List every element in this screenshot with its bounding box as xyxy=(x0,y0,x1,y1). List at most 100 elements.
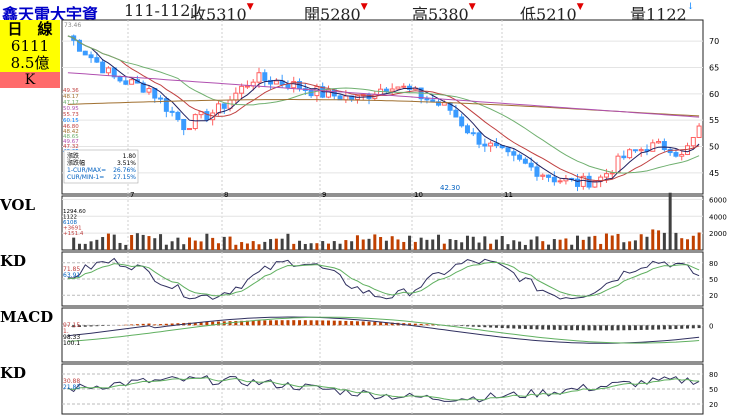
close-value: 5310 xyxy=(206,5,247,24)
volume-bar xyxy=(390,236,394,250)
volume-bar xyxy=(286,233,290,250)
candle-body xyxy=(488,142,494,147)
volume-bar xyxy=(373,234,377,250)
candle-body xyxy=(627,149,633,159)
ma-value-label-2: 48.65 xyxy=(63,134,79,140)
macd-bar xyxy=(431,324,435,326)
volume-bar xyxy=(541,241,545,250)
ma-value-label: 47.17 xyxy=(63,100,79,106)
up-arrow-icon: ▼ xyxy=(246,2,254,12)
ma-value-label: 49.36 xyxy=(63,88,79,94)
volume-bar xyxy=(599,243,603,250)
volume-bar xyxy=(182,244,186,250)
volume-bar xyxy=(205,233,209,250)
macd-value-text: 97.15 xyxy=(63,322,80,329)
macd-bar xyxy=(633,325,637,331)
macd-bar xyxy=(558,325,562,330)
candle-body xyxy=(407,85,413,90)
volume-group: 量1122 ↓ xyxy=(630,1,694,25)
volume-bar xyxy=(367,238,371,250)
macd-bar xyxy=(425,324,429,326)
volume-bar xyxy=(350,241,354,250)
macd-bar xyxy=(628,325,632,331)
macd-bar xyxy=(575,325,579,331)
volume-bar xyxy=(494,239,498,250)
volume-bar xyxy=(477,242,481,250)
k-label: K xyxy=(0,72,60,88)
macd-bar xyxy=(477,325,481,327)
kd2-panel-label: KD xyxy=(0,364,27,382)
macd-bar xyxy=(153,324,157,326)
volume-bar xyxy=(460,242,464,250)
volume-bar xyxy=(124,244,128,250)
low-price-annotation: 42.30 xyxy=(440,184,460,192)
ma-line-120 xyxy=(67,72,700,118)
volume-bar xyxy=(164,244,168,250)
macd-bar xyxy=(274,320,278,326)
candle-body xyxy=(233,92,239,101)
info-box xyxy=(63,149,139,184)
macd-bar xyxy=(529,325,533,330)
month-tick-label: 11 xyxy=(504,191,513,199)
volume-bar xyxy=(309,243,313,250)
vol-y-tick-label: 4000 xyxy=(709,213,727,221)
up-arrow-icon: ▼ xyxy=(360,2,368,12)
volume-bar xyxy=(425,239,429,250)
macd-bar xyxy=(280,320,284,326)
volume-bar xyxy=(83,243,87,250)
close-label: 收 xyxy=(190,5,207,24)
volume-bar xyxy=(280,238,284,250)
volume-bar xyxy=(101,237,105,250)
macd-bar xyxy=(384,322,388,326)
price-y-tick-label: 45 xyxy=(709,169,719,178)
macd-bar xyxy=(506,325,510,329)
macd-bar xyxy=(95,325,99,327)
macd-bar xyxy=(147,323,151,326)
candle-body xyxy=(256,72,262,83)
volume-bar xyxy=(141,234,145,250)
volume-bar xyxy=(616,233,620,250)
volume-bar xyxy=(355,235,359,250)
info-box-value: 27.15% xyxy=(113,174,136,181)
macd-bar xyxy=(135,324,139,326)
candle-body xyxy=(204,111,210,121)
candle-body xyxy=(163,98,169,112)
header-bar: 鑫天雷大宇資 111-1121 收5310 ▼ 開5280 ▼ 高5380 ▼ 低52… xyxy=(0,0,740,24)
macd-value-text: 98.33 xyxy=(63,334,80,341)
volume-bar xyxy=(697,232,701,250)
volume-bar xyxy=(674,232,678,250)
volume-bar xyxy=(77,243,81,250)
volume-bar xyxy=(575,235,579,250)
up-arrow-icon: ▼ xyxy=(468,2,476,12)
volume-bar xyxy=(321,241,325,250)
info-box-value: 3.51% xyxy=(117,160,136,167)
candle-body xyxy=(146,88,152,93)
macd-bar xyxy=(286,320,290,326)
macd-bar xyxy=(269,320,273,326)
volume-bar xyxy=(604,233,608,250)
candle-body xyxy=(181,118,187,131)
vol-value-text: 1294.60 xyxy=(63,209,86,215)
kd-y-tick-label: 80 xyxy=(709,371,718,379)
kd-y-tick-label: 50 xyxy=(709,386,718,394)
volume-bar xyxy=(257,244,261,250)
macd-bar xyxy=(344,320,348,326)
candle-body xyxy=(453,109,459,118)
macd-bar xyxy=(193,322,197,326)
vol-value-text: +151.4 xyxy=(63,231,84,237)
volume-bar xyxy=(622,242,626,250)
candle-body xyxy=(615,155,621,174)
volume-bar xyxy=(512,240,516,250)
macd-value-text: 1. xyxy=(63,328,69,335)
macd-bar xyxy=(298,320,302,326)
macd-bar xyxy=(199,322,203,326)
price-y-tick-label: 50 xyxy=(709,143,719,152)
macd-bar xyxy=(622,325,626,331)
volume-bar xyxy=(188,237,192,250)
price-y-tick-label: 55 xyxy=(709,116,719,125)
macd-bar xyxy=(332,320,336,326)
info-box-value: 26.76% xyxy=(113,167,136,174)
macd-bar xyxy=(379,322,383,326)
candle-body xyxy=(123,80,129,85)
candle-body xyxy=(459,116,465,127)
